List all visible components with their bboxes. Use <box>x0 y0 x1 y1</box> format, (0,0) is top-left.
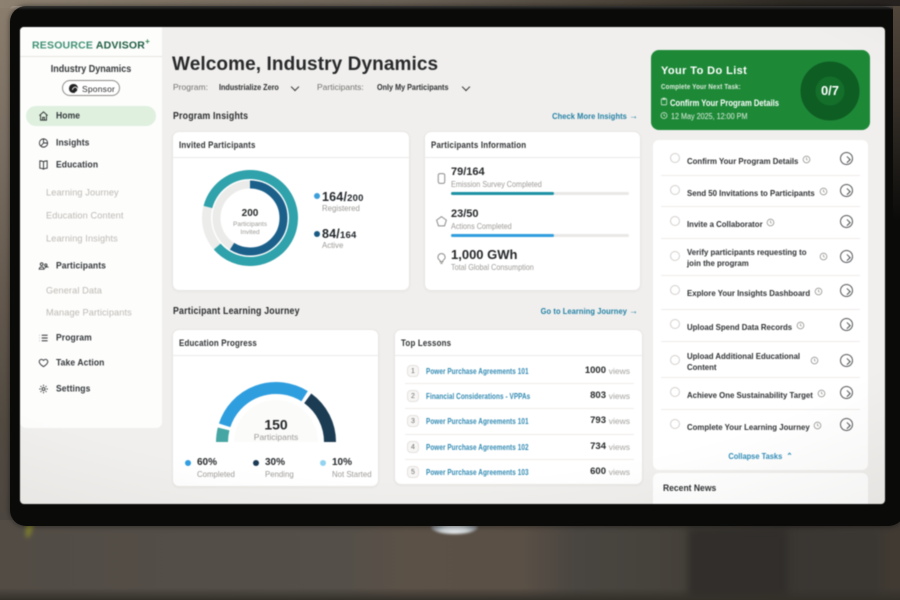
svg-text:150: 150 <box>264 417 288 433</box>
svg-text:Participants: Participants <box>233 221 268 228</box>
svg-text:Invited: Invited <box>240 229 260 236</box>
svg-text:200: 200 <box>242 208 259 219</box>
svg-text:Participants: Participants <box>254 432 298 442</box>
